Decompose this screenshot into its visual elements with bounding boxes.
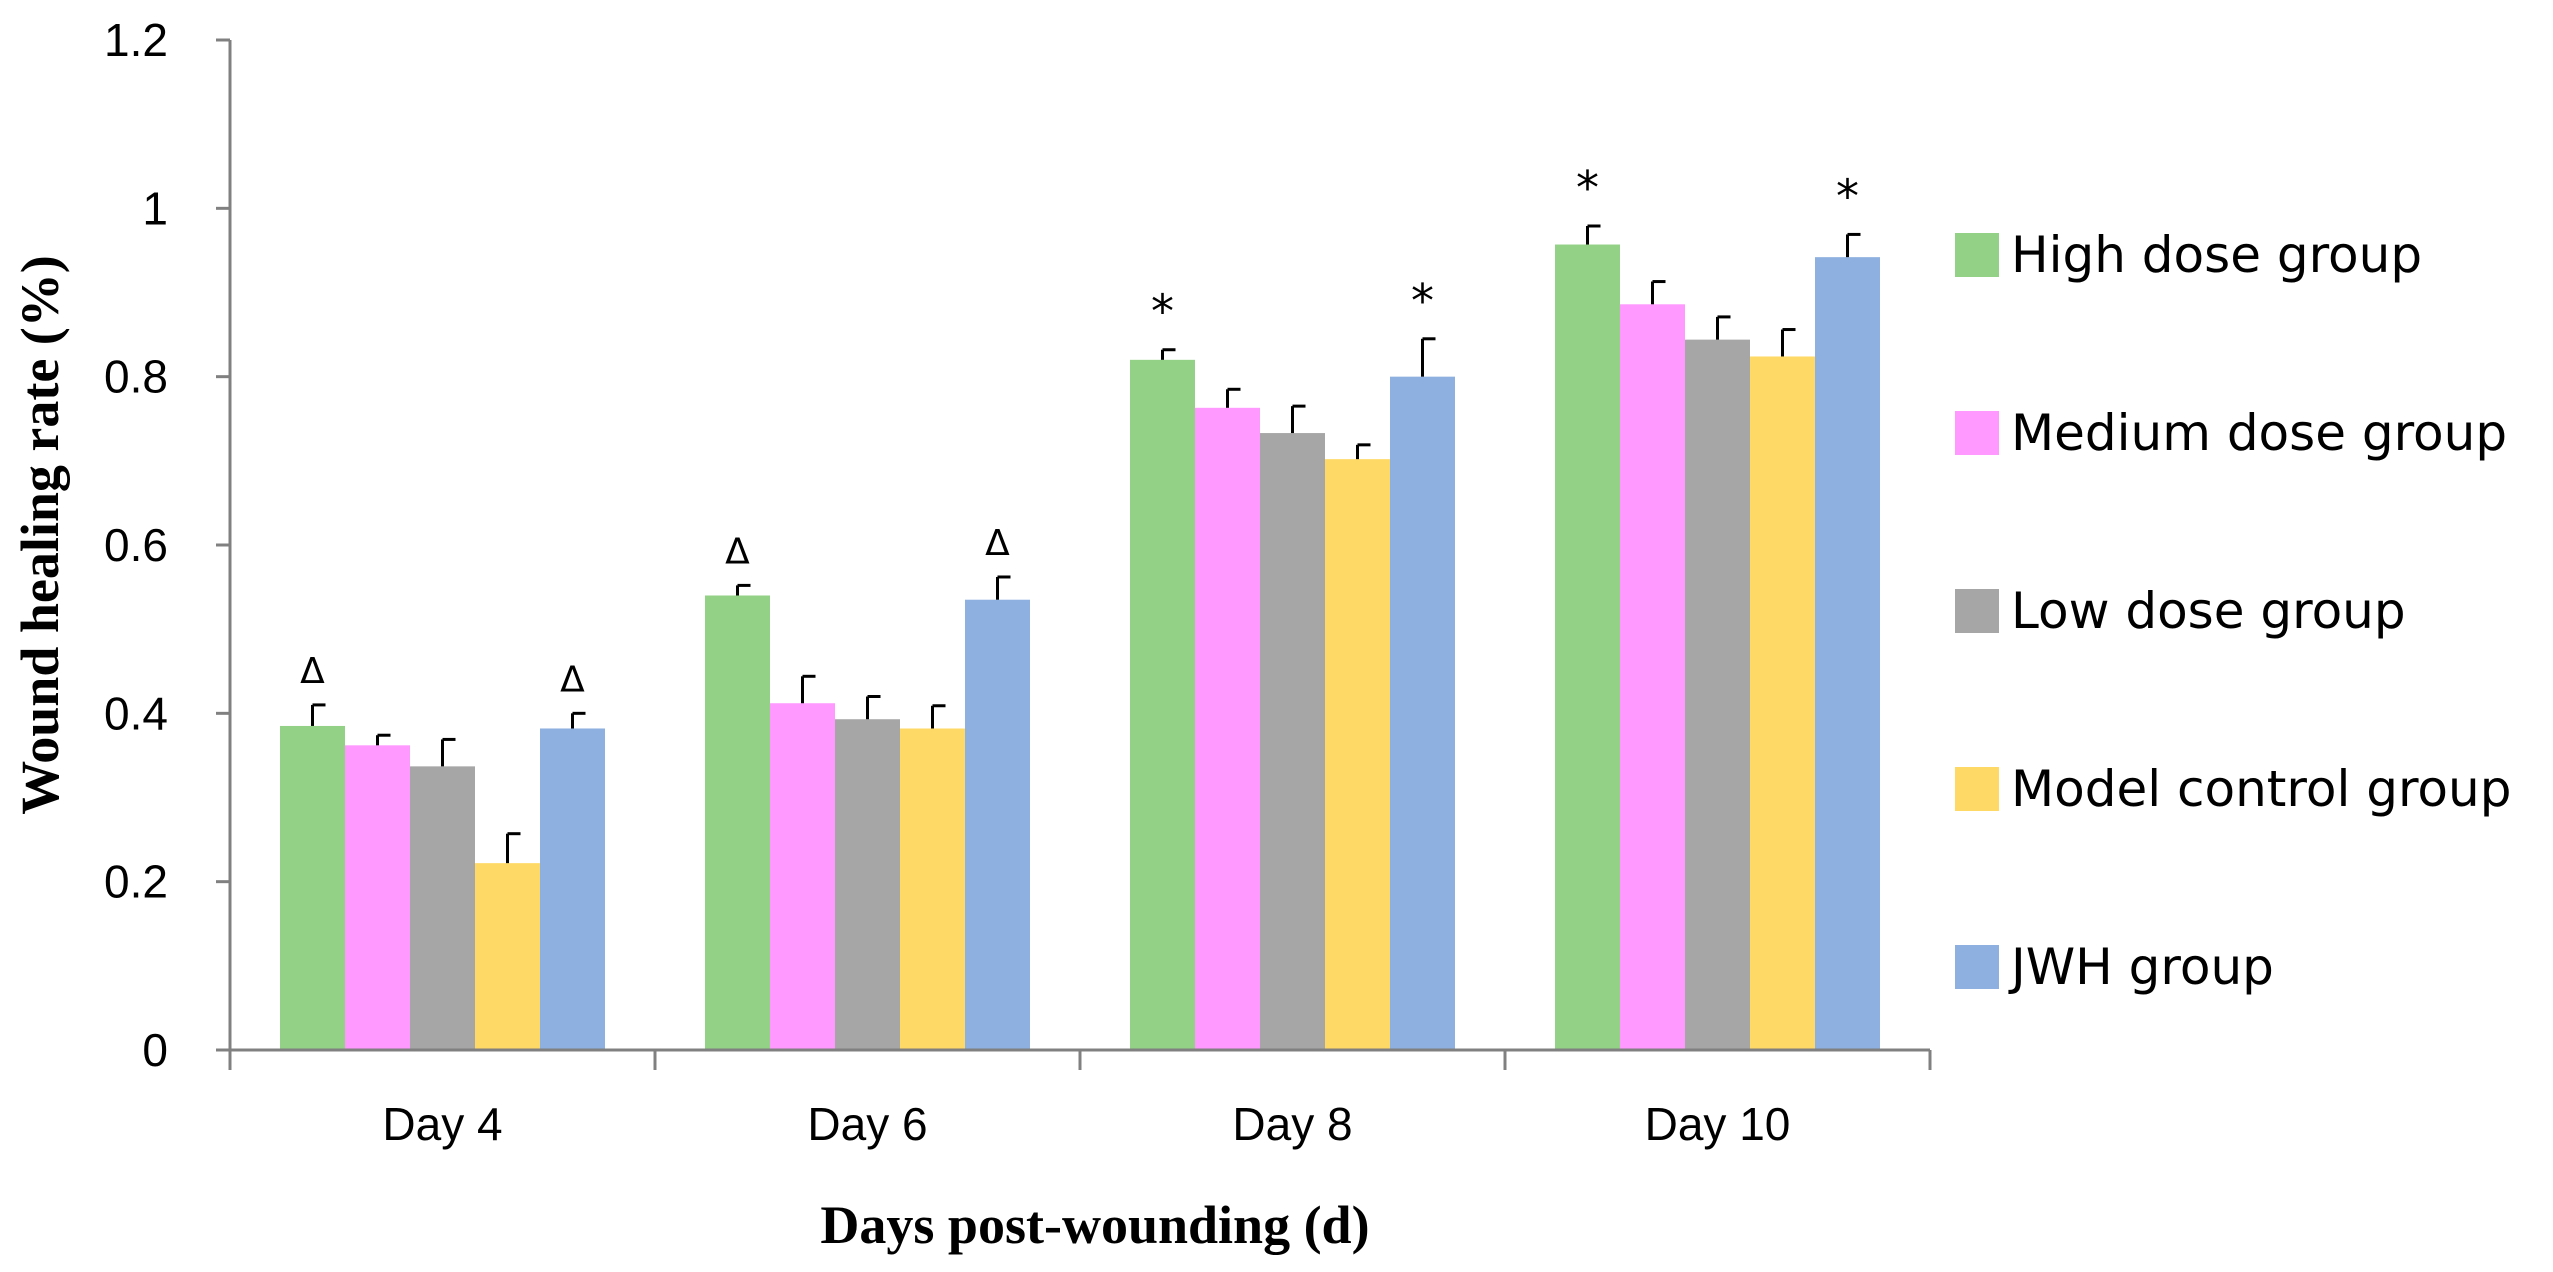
significance-marker: * — [1151, 285, 1174, 339]
x-tick-label: Day 10 — [1645, 1098, 1791, 1150]
legend: High dose group Medium dose group Low dos… — [1955, 226, 2511, 996]
significance-marker: * — [1576, 161, 1599, 215]
legend-swatch-5 — [1955, 945, 1999, 989]
bar-day-10-series-3 — [1685, 339, 1750, 1051]
bar-day-6-series-1 — [705, 595, 770, 1050]
bar-day-4-series-2 — [345, 745, 410, 1050]
y-tick-label: 1 — [142, 182, 168, 234]
x-tick-label: Day 8 — [1232, 1098, 1352, 1150]
bar-day-4-series-1 — [280, 725, 345, 1050]
bar-day-6-series-3 — [835, 719, 900, 1050]
bar-day-4-series-5 — [540, 728, 605, 1050]
bar-day-6-series-2 — [770, 703, 835, 1050]
bar-day-4-series-4 — [475, 863, 540, 1050]
y-tick-label: 0.2 — [104, 856, 168, 908]
legend-label-3: Low dose group — [2011, 582, 2406, 640]
significance-marker: Δ — [560, 659, 585, 700]
plot-area: Δ Δ Δ Δ * * * * — [280, 161, 1880, 1051]
bar-day-8-series-4 — [1325, 459, 1390, 1050]
bar-day-10-series-4 — [1750, 356, 1815, 1050]
x-tick-label: Day 4 — [382, 1098, 502, 1150]
significance-marker: Δ — [300, 651, 325, 692]
axes: 0 0.2 0.4 0.6 0.8 1 1.2 Day 4 Day 6 Day 8 Day 10 — [104, 14, 1932, 1150]
significance-marker: * — [1411, 274, 1434, 328]
legend-label-5: JWH group — [2008, 938, 2274, 996]
bar-day-6-series-4 — [900, 728, 965, 1050]
bar-day-10-series-1 — [1555, 244, 1620, 1050]
y-tick-label: 1.2 — [104, 14, 168, 66]
y-tick-label: 0.8 — [104, 351, 168, 403]
x-tick-label: Day 6 — [807, 1098, 927, 1150]
legend-swatch-2 — [1955, 411, 1999, 455]
significance-marker: Δ — [985, 523, 1010, 564]
y-tick-label: 0 — [142, 1024, 168, 1076]
legend-swatch-4 — [1955, 767, 1999, 811]
legend-label-1: High dose group — [2011, 226, 2422, 284]
bar-day-8-series-1 — [1130, 359, 1195, 1050]
bar-day-8-series-3 — [1260, 433, 1325, 1050]
bar-day-8-series-5 — [1390, 376, 1455, 1051]
y-tick-label: 0.4 — [104, 687, 168, 739]
legend-label-2: Medium dose group — [2011, 404, 2507, 462]
bar-day-8-series-2 — [1195, 407, 1260, 1050]
x-axis-title: Days post-wounding (d) — [820, 1195, 1369, 1255]
bar-day-6-series-5 — [965, 599, 1030, 1050]
y-tick-label: 0.6 — [104, 519, 168, 571]
significance-marker: * — [1836, 169, 1859, 223]
legend-label-4: Model control group — [2011, 760, 2511, 818]
y-axis-title: Wound healing rate (%) — [10, 255, 70, 815]
bar-day-4-series-3 — [410, 766, 475, 1050]
significance-marker: Δ — [725, 531, 750, 572]
bar-day-10-series-2 — [1620, 304, 1685, 1050]
bar-day-10-series-5 — [1815, 257, 1880, 1050]
legend-swatch-3 — [1955, 589, 1999, 633]
legend-swatch-1 — [1955, 233, 1999, 277]
